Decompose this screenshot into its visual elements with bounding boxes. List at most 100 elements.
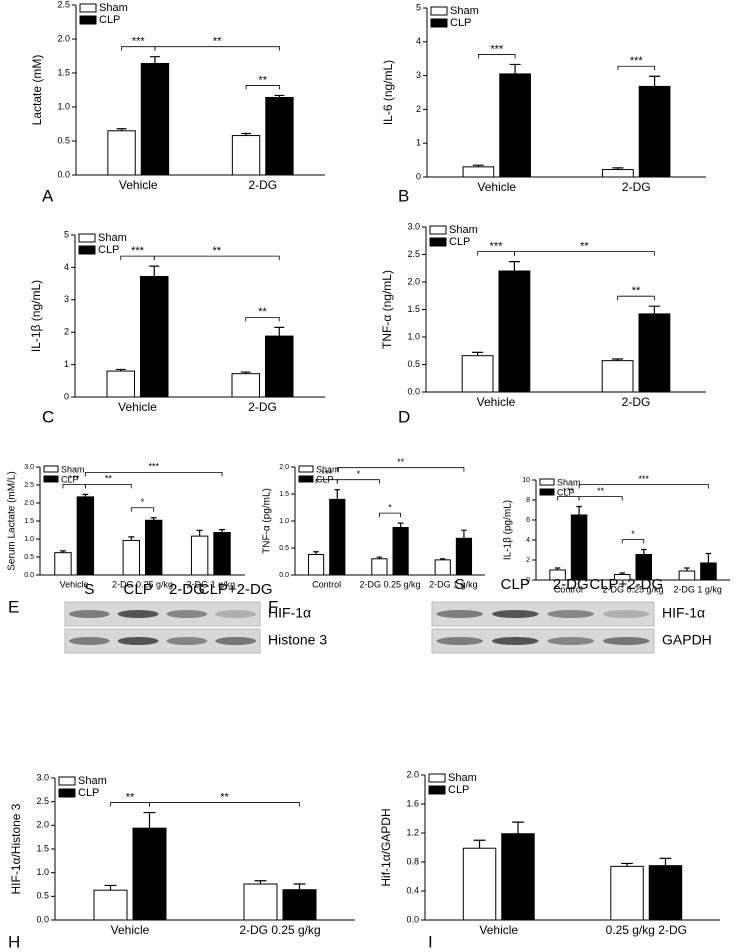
bar — [106, 370, 135, 398]
error-bar — [509, 63, 521, 74]
blot-band — [547, 637, 595, 645]
blot-row-label: HIF-1α — [268, 605, 311, 621]
y-tick-label: 2 — [526, 557, 530, 564]
bar — [54, 552, 72, 576]
bar — [132, 827, 167, 921]
bar — [462, 166, 495, 178]
significance-bracket — [578, 496, 623, 501]
x-tick-label: Vehicle — [477, 180, 516, 194]
y-tick-label: 5 — [416, 2, 421, 12]
x-tick-label: 2-DG 1 g/kg — [429, 579, 478, 589]
y-tick-label: 1.2 — [406, 827, 419, 837]
legend-label: Sham — [61, 464, 85, 474]
error-bar — [254, 880, 267, 885]
error-bar — [621, 862, 633, 867]
blot-band — [602, 637, 650, 645]
bar — [462, 847, 497, 921]
legend-label: CLP — [98, 244, 119, 256]
significance-label: *** — [132, 36, 146, 48]
bar — [498, 270, 531, 393]
significance-bracket — [336, 467, 465, 472]
bar — [122, 539, 140, 576]
panel-letter: H — [8, 932, 20, 951]
legend-label: CLP — [557, 487, 575, 497]
significance-bracket — [84, 471, 223, 477]
y-tick-label: 0.4 — [406, 885, 419, 895]
blot-band — [436, 610, 484, 618]
legend-swatch — [298, 465, 314, 473]
legend-swatch — [429, 237, 447, 247]
y-tick-label: 0 — [64, 391, 69, 401]
y-axis-label: IL-1β (pg/mL) — [503, 500, 514, 560]
legend-swatch — [430, 18, 448, 28]
significance-label: ** — [220, 791, 229, 803]
significance-label: ** — [397, 457, 405, 467]
significance-bracket — [130, 507, 155, 512]
significance-bracket — [153, 255, 280, 261]
significance-bracket — [578, 484, 709, 489]
error-bar — [512, 821, 524, 834]
legend-label: Sham — [99, 2, 128, 14]
legend-swatch — [43, 475, 59, 483]
y-tick-label: 1.6 — [406, 798, 419, 808]
blot-band — [117, 610, 159, 618]
error-bar — [612, 358, 624, 361]
y-tick-label: 1 — [64, 359, 69, 369]
error-bar — [149, 265, 160, 277]
error-bar — [508, 261, 520, 271]
blot-band — [215, 610, 257, 618]
y-tick-label: 1.0 — [24, 536, 34, 543]
error-bar — [196, 529, 203, 537]
x-tick-label: 2-DG — [622, 180, 651, 194]
bar — [434, 559, 451, 576]
error-bar — [60, 550, 66, 553]
blot-band — [68, 637, 110, 645]
bar — [190, 535, 209, 576]
significance-bracket — [621, 539, 645, 544]
y-axis-label: HIF-1α/Histone 3 — [9, 803, 23, 894]
significance-label: *** — [630, 55, 644, 67]
blot-band — [117, 637, 159, 645]
bar — [371, 558, 388, 576]
significance-label: ** — [213, 36, 222, 48]
legend-swatch — [78, 245, 96, 255]
error-bar — [82, 493, 89, 497]
y-axis-label: TNF-α (pg/mL) — [262, 488, 273, 554]
significance-label: ** — [212, 245, 221, 257]
bar — [455, 537, 473, 576]
blot-band — [68, 610, 110, 618]
legend-label: Sham — [98, 232, 127, 244]
y-tick-label: 4 — [64, 262, 69, 272]
panel-letter: E — [8, 597, 19, 616]
x-tick-label: 2-DG 0.25 g/kg — [239, 923, 320, 937]
y-tick-label: 1.5 — [279, 491, 289, 498]
legend-label: CLP — [78, 787, 99, 799]
y-tick-label: 1 — [416, 138, 421, 148]
error-bar — [576, 505, 582, 515]
bar — [638, 85, 671, 178]
error-bar — [439, 558, 446, 560]
error-bar — [143, 811, 156, 829]
y-tick-label: 0.5 — [279, 545, 289, 552]
bar — [213, 532, 231, 576]
y-axis-label: Hif-1α/GAPDH — [379, 808, 393, 886]
significance-bracket — [514, 251, 655, 256]
significance-label: *** — [69, 474, 80, 484]
bar — [610, 865, 644, 921]
bar — [282, 889, 317, 921]
legend-swatch — [539, 478, 555, 486]
bar — [145, 519, 163, 576]
bar — [140, 62, 170, 176]
y-tick-label: 2.0 — [24, 500, 34, 507]
bar — [570, 514, 588, 581]
legend-swatch — [78, 233, 96, 243]
legend-swatch — [58, 788, 76, 798]
bar — [601, 360, 634, 393]
error-bar — [274, 94, 285, 98]
blot-lane-label: CLP+2-DG — [199, 581, 273, 598]
legend-swatch — [43, 465, 59, 473]
blot-band — [166, 610, 208, 618]
x-tick-label: 2-DG — [622, 395, 651, 409]
blot-strip — [431, 601, 655, 627]
